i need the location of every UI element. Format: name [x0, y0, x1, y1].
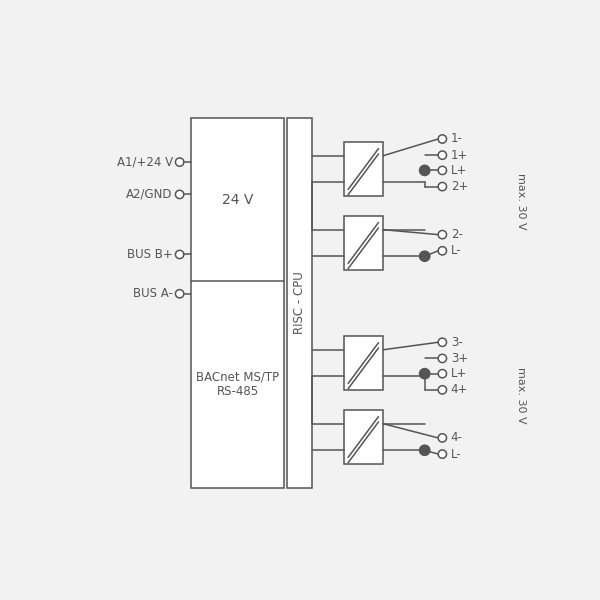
Circle shape	[438, 135, 446, 143]
Bar	[344, 142, 383, 196]
Circle shape	[419, 445, 430, 455]
Circle shape	[438, 182, 446, 191]
Circle shape	[419, 368, 430, 379]
Circle shape	[438, 354, 446, 362]
Circle shape	[438, 370, 446, 378]
Text: L-: L-	[451, 244, 461, 257]
Circle shape	[419, 166, 430, 175]
Circle shape	[438, 386, 446, 394]
Text: max. 30 V: max. 30 V	[517, 173, 526, 230]
Text: 3+: 3+	[451, 352, 468, 365]
Bar	[344, 410, 383, 464]
Circle shape	[438, 338, 446, 346]
Text: 1+: 1+	[451, 149, 468, 161]
Text: 2-: 2-	[451, 228, 463, 241]
Circle shape	[419, 251, 430, 262]
Text: L+: L+	[451, 164, 467, 177]
Text: RISC - CPU: RISC - CPU	[293, 272, 306, 334]
Text: 4+: 4+	[451, 383, 468, 397]
Bar	[191, 118, 284, 488]
Text: 1-: 1-	[451, 133, 463, 145]
Circle shape	[175, 290, 184, 298]
Text: L+: L+	[451, 367, 467, 380]
Text: L-: L-	[451, 448, 461, 461]
Text: 24 V: 24 V	[222, 193, 253, 206]
Bar	[344, 217, 383, 269]
Circle shape	[175, 158, 184, 166]
Circle shape	[438, 247, 446, 255]
Text: max. 30 V: max. 30 V	[517, 367, 526, 424]
Text: BACnet MS/TP
RS-485: BACnet MS/TP RS-485	[196, 370, 280, 398]
Bar	[287, 118, 312, 488]
Circle shape	[175, 250, 184, 259]
Circle shape	[438, 230, 446, 239]
Text: A1/+24 V: A1/+24 V	[116, 155, 173, 169]
Circle shape	[438, 434, 446, 442]
Text: A2/GND: A2/GND	[126, 188, 173, 201]
Text: 3-: 3-	[451, 336, 463, 349]
Bar	[344, 337, 383, 389]
Circle shape	[438, 166, 446, 175]
Circle shape	[438, 450, 446, 458]
Text: BUS B+: BUS B+	[127, 248, 173, 261]
Text: 4-: 4-	[451, 431, 463, 445]
Text: 2+: 2+	[451, 180, 468, 193]
Circle shape	[438, 151, 446, 160]
Text: BUS A-: BUS A-	[133, 287, 173, 300]
Circle shape	[175, 190, 184, 199]
